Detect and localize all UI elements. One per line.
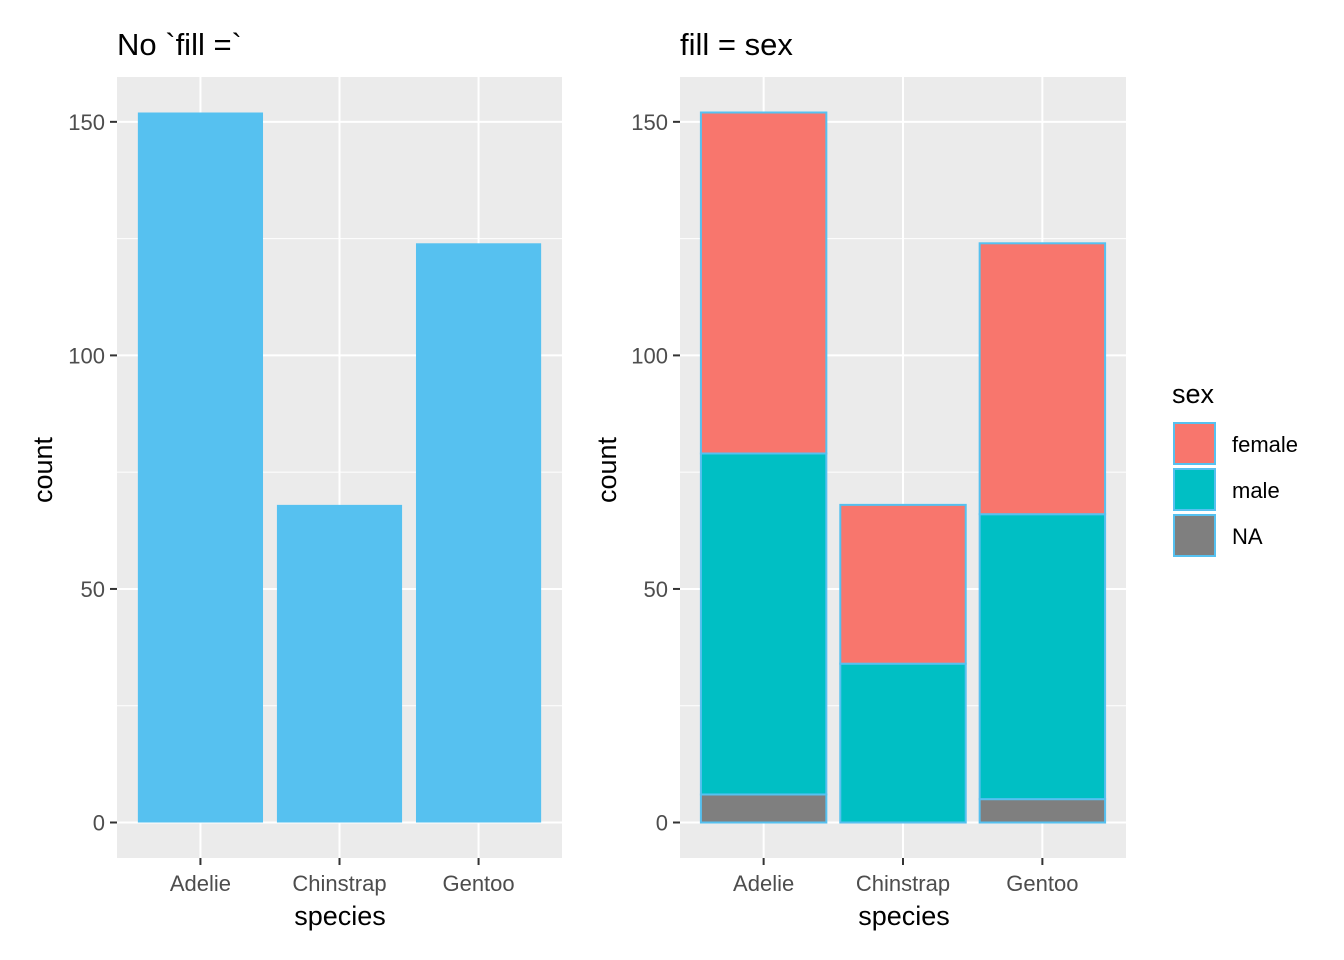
x-tick-label: Adelie xyxy=(170,871,231,896)
legend-label-male: male xyxy=(1232,478,1280,503)
bar-gentoo xyxy=(415,243,542,823)
bar-segment-chinstrap-female xyxy=(839,503,967,665)
bar-adelie xyxy=(137,112,264,823)
bar-segment-adelie-female xyxy=(699,111,828,455)
legend: sex female male NA xyxy=(1172,379,1298,557)
legend-label-na: NA xyxy=(1232,524,1263,549)
chart-title: fill = sex xyxy=(680,27,793,62)
y-axis-label: count xyxy=(28,436,58,503)
y-axis: 0 50 100 150 xyxy=(68,110,117,836)
legend-label-female: female xyxy=(1232,432,1298,457)
panel-fill-sex: 0 50 100 150 Adelie Chinstrap Gentoo fill = se… xyxy=(592,27,1126,931)
y-tick-label: 100 xyxy=(68,343,105,368)
bar-segment-adelie-male xyxy=(699,452,828,796)
x-tick-label: Chinstrap xyxy=(292,871,386,896)
x-tick-label: Adelie xyxy=(733,871,794,896)
legend-key-female xyxy=(1173,422,1216,465)
y-tick-label: 50 xyxy=(644,577,668,602)
x-tick-label: Chinstrap xyxy=(856,871,950,896)
bar-chinstrap xyxy=(276,504,403,823)
y-tick-label: 150 xyxy=(631,110,668,135)
y-tick-label: 50 xyxy=(81,577,105,602)
bar-segment-gentoo-na xyxy=(978,798,1107,824)
x-axis-label: species xyxy=(858,901,950,931)
y-tick-label: 0 xyxy=(656,811,668,836)
bar-segment-gentoo-male xyxy=(978,513,1107,801)
bars xyxy=(137,112,542,823)
legend-key-male xyxy=(1173,468,1216,511)
x-tick-label: Gentoo xyxy=(1006,871,1078,896)
y-tick-label: 100 xyxy=(631,343,668,368)
y-axis-label: count xyxy=(592,436,622,503)
y-tick-label: 150 xyxy=(68,110,105,135)
legend-key-na xyxy=(1173,514,1216,557)
chart-title: No `fill =` xyxy=(117,27,242,62)
legend-title: sex xyxy=(1172,379,1215,409)
x-axis: Adelie Chinstrap Gentoo xyxy=(170,858,515,896)
y-tick-label: 0 xyxy=(93,811,105,836)
y-axis: 0 50 100 150 xyxy=(631,110,680,836)
bar-segment-gentoo-female xyxy=(978,242,1107,516)
panel-no-fill: 0 50 100 150 Adelie Chinstrap Gentoo No `fill … xyxy=(28,27,562,931)
x-axis-label: species xyxy=(294,901,386,931)
bar-segment-chinstrap-male xyxy=(839,662,967,824)
x-axis: Adelie Chinstrap Gentoo xyxy=(733,858,1078,896)
x-tick-label: Gentoo xyxy=(442,871,514,896)
bar-segment-adelie-na xyxy=(699,793,828,824)
bars xyxy=(699,111,1107,824)
